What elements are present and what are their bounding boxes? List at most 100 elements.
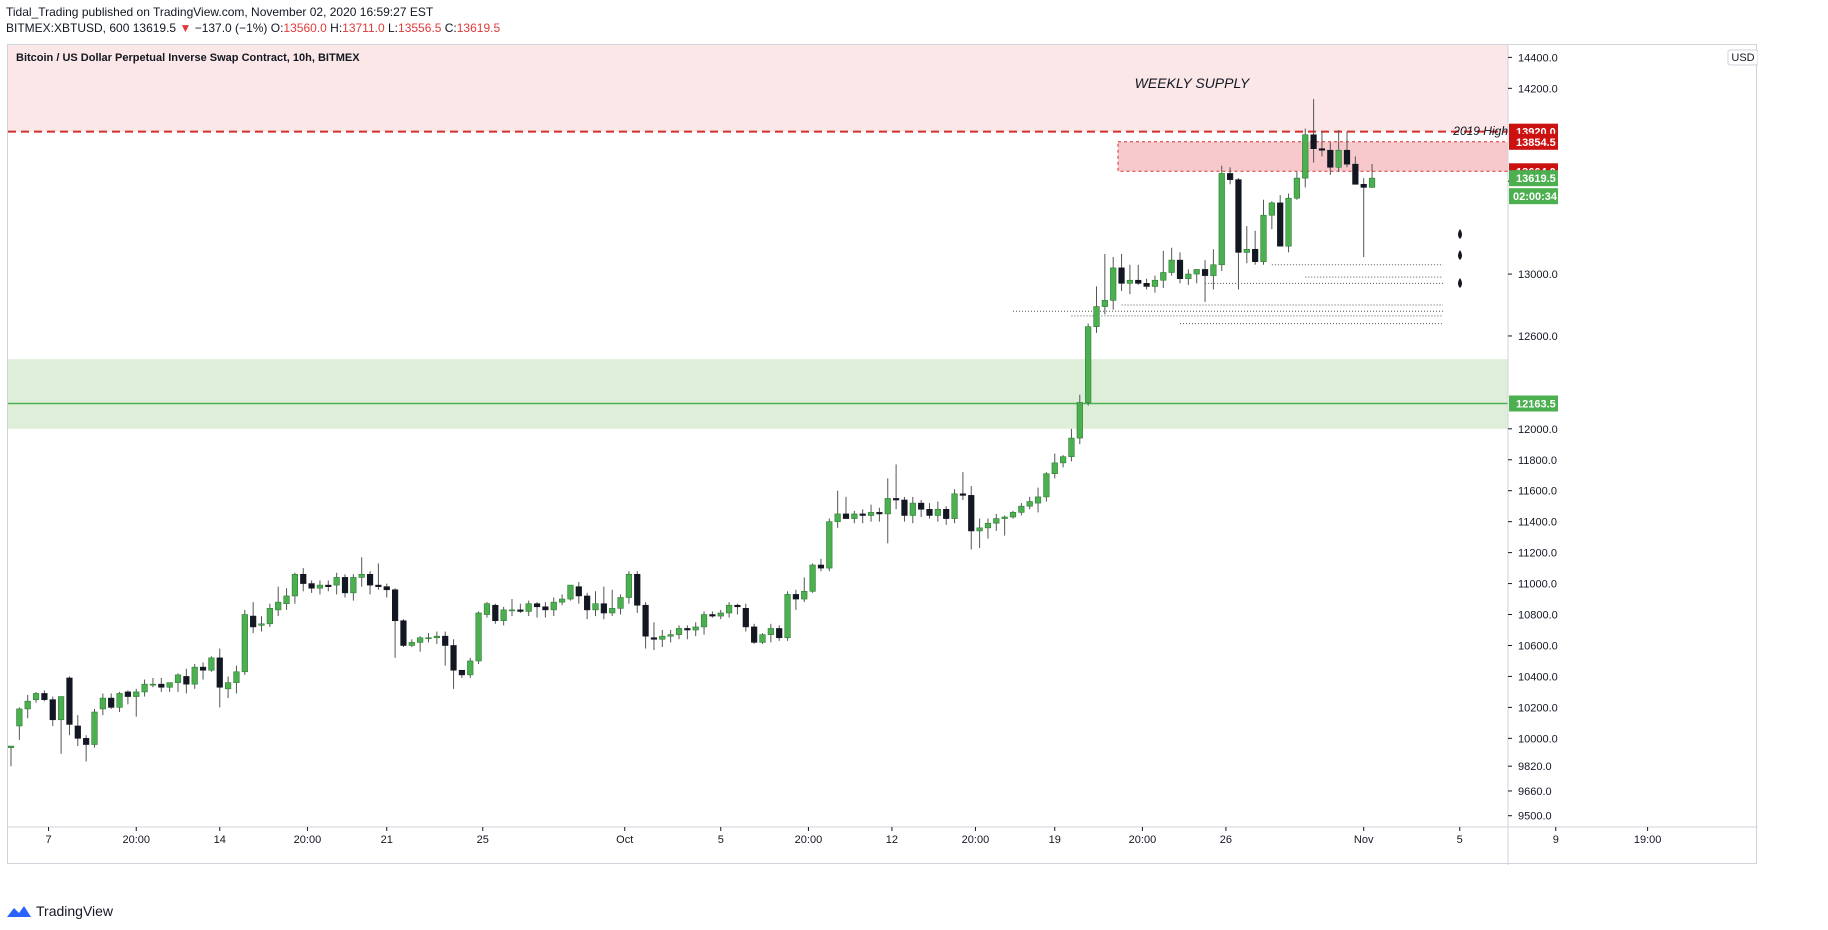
candle-body-up — [1260, 214, 1267, 262]
candle-body-up — [759, 634, 766, 643]
low-label: L: — [388, 21, 399, 35]
candle-body-down — [300, 573, 307, 584]
candle-body-down — [458, 669, 466, 676]
candle-body-up — [1218, 173, 1225, 266]
candle — [1252, 230, 1259, 265]
candle — [892, 464, 900, 510]
candle-body-up — [350, 577, 357, 594]
chart-pane[interactable]: 14400.014200.013600.013000.012600.012000… — [7, 44, 1758, 865]
price-tag-box — [1509, 133, 1558, 150]
candle — [91, 708, 98, 748]
candle-body-up — [1302, 134, 1309, 179]
candle-body-down — [83, 738, 90, 745]
y-tick-label: 13000.0 — [1518, 269, 1558, 281]
candle-body-down — [366, 573, 374, 586]
candle-body-up — [1085, 326, 1092, 403]
candle-body-up — [659, 635, 666, 640]
candle-body-up — [625, 573, 632, 598]
candle — [124, 690, 131, 705]
candle — [550, 597, 557, 617]
candle — [241, 609, 248, 675]
candle-body-up — [617, 597, 624, 609]
weekly-supply-label: WEEKLY SUPPLY — [1135, 75, 1251, 91]
candle-body-down — [959, 493, 966, 496]
candle — [316, 580, 324, 595]
candle — [266, 603, 273, 627]
candle-body-down — [391, 589, 399, 622]
candle-body-up — [283, 595, 290, 604]
candle-body-down — [542, 606, 549, 611]
high-label: H: — [330, 21, 343, 35]
brand-name[interactable]: TradingView — [36, 903, 114, 919]
candle — [634, 571, 641, 613]
candle — [291, 572, 299, 604]
candle — [41, 690, 48, 702]
candle — [250, 602, 257, 634]
candle-body-up — [291, 573, 299, 597]
candle — [700, 611, 708, 635]
candle — [642, 602, 649, 649]
author-name[interactable]: Tidal_Trading — [6, 5, 79, 19]
chart-title: Bitcoin / US Dollar Perpetual Inverse Sw… — [16, 52, 360, 64]
candle-body-down — [49, 699, 56, 721]
candle — [32, 691, 40, 703]
chart-header: Tidal_Trading published on TradingView.c… — [6, 4, 500, 36]
candle-body-down — [776, 628, 783, 639]
candle-body-up — [233, 671, 240, 683]
candle-body-down — [842, 513, 850, 519]
candle-body-down — [400, 620, 407, 646]
candle — [1285, 193, 1292, 253]
candle — [57, 696, 65, 754]
candle — [308, 580, 315, 593]
candle-body-down — [1352, 163, 1359, 185]
candlestick-chart[interactable]: 14400.014200.013600.013000.012600.012000… — [8, 45, 1758, 865]
candle — [300, 568, 307, 592]
candle — [1268, 201, 1275, 230]
y-tick-label: 9500.0 — [1518, 811, 1552, 823]
x-tick-label: 25 — [477, 834, 489, 846]
candle — [993, 513, 1000, 531]
x-tick-label: 5 — [718, 834, 724, 846]
candle — [1068, 428, 1075, 462]
candle-body-down — [158, 683, 165, 688]
candle — [191, 664, 198, 689]
candle-body-up — [976, 527, 983, 532]
candle — [675, 625, 683, 640]
y-tick-label: 12000.0 — [1518, 424, 1558, 436]
candle — [24, 695, 31, 719]
candle — [600, 586, 607, 620]
candle-body-up — [133, 691, 140, 697]
candle — [1093, 286, 1100, 333]
candle — [776, 625, 783, 641]
candle-body-up — [1185, 273, 1192, 279]
candle — [851, 510, 858, 524]
candle-body-up — [1034, 496, 1042, 504]
x-tick-label: 19 — [1049, 834, 1061, 846]
candle — [366, 571, 374, 595]
y-tick-label: 11600.0 — [1518, 486, 1557, 498]
currency-badge[interactable]: USD — [1727, 49, 1758, 66]
open-label: O: — [270, 21, 284, 35]
candle — [567, 584, 574, 601]
candle — [83, 735, 90, 762]
published-text: published on TradingView.com, November 0… — [81, 5, 434, 19]
y-tick-label: 9820.0 — [1518, 761, 1552, 773]
candle — [1210, 249, 1217, 290]
candle — [216, 648, 223, 708]
candle-body-up — [767, 628, 774, 635]
candle-body-up — [1268, 202, 1275, 216]
close-value: 13619.5 — [456, 21, 501, 35]
candle — [1193, 269, 1200, 284]
candle-body-down — [892, 498, 900, 501]
candle-body-up — [1009, 512, 1017, 518]
candle-body-up — [1160, 272, 1167, 281]
candle — [1085, 323, 1092, 406]
candle — [1018, 503, 1025, 516]
candle — [1110, 257, 1117, 310]
candle — [475, 611, 482, 665]
candle-body-up — [99, 697, 106, 710]
candle-body-up — [801, 591, 808, 600]
candle-body-up — [1210, 264, 1217, 276]
tradingview-logo-icon[interactable] — [6, 903, 32, 919]
candle-body-down — [1277, 202, 1284, 247]
